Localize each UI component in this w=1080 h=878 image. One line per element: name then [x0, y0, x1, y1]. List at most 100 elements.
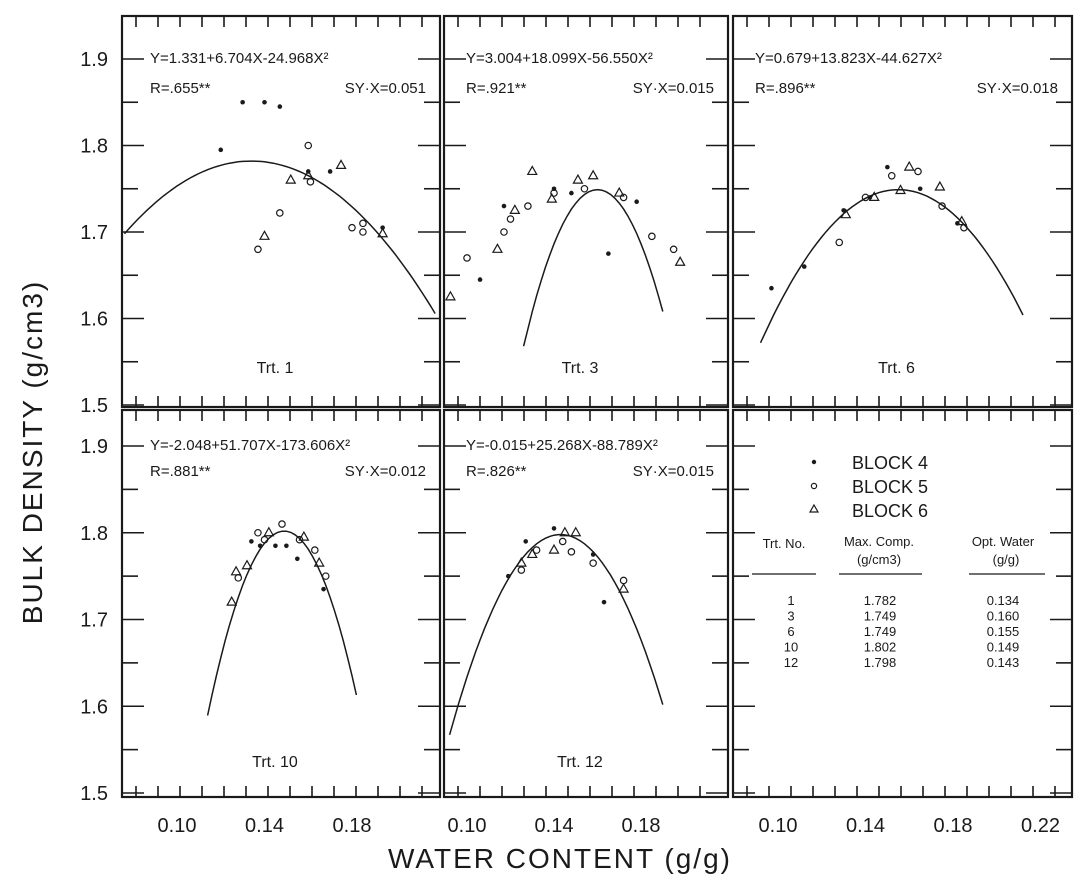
correlation-coefficient: R=.921**: [466, 80, 527, 97]
data-point-block6: [230, 565, 242, 576]
data-point-block5: [648, 232, 656, 241]
data-point-block6: [613, 186, 625, 197]
regression-equation: Y=-0.015+25.268X-88.789X²: [466, 437, 658, 454]
table-cell-optwater: 0.134: [987, 593, 1020, 608]
data-point-block5: [234, 574, 243, 582]
table-cell-trt: 10: [784, 640, 798, 655]
data-point-block6: [302, 169, 314, 180]
x-tick-label: 0.18: [333, 815, 372, 837]
data-point-block6: [226, 595, 238, 606]
panel-6: Y=0.679+13.823X-44.627X² R=.896** SY·X=0.0…: [755, 50, 1058, 377]
table-cell-trt: 12: [784, 655, 798, 670]
table-cell-optwater: 0.155: [987, 624, 1020, 639]
regression-equation: Y=1.331+6.704X-24.968X²: [150, 50, 328, 67]
data-point-block5: [463, 254, 471, 262]
correlation-coefficient: R=.826**: [466, 463, 527, 480]
data-point-block4: [917, 186, 923, 192]
y-axis-title: BULK DENSITY (g/cm3): [17, 280, 48, 624]
data-point-block4: [327, 169, 333, 174]
y-tick-label: 1.9: [80, 436, 108, 458]
data-point-block4: [477, 277, 483, 282]
x-tick-label: 0.10: [759, 815, 798, 837]
data-point-block6: [618, 582, 630, 593]
data-point-block6: [515, 556, 527, 567]
data-point-block5: [254, 245, 262, 254]
data-point-block6: [491, 243, 503, 253]
fitted-curve: [448, 533, 664, 736]
data-point-block4: [284, 543, 289, 549]
standard-error: SY·X=0.018: [977, 80, 1058, 97]
standard-error: SY·X=0.015: [633, 463, 714, 480]
data-point-block5: [589, 559, 597, 567]
table-header-maxcomp: Max. Comp.: [844, 534, 914, 549]
data-point-block6: [444, 290, 456, 301]
panel-label: Trt. 12: [557, 754, 603, 771]
data-point-block5: [835, 238, 844, 247]
data-point-block4: [501, 203, 507, 209]
y-tick-label: 1.6: [80, 696, 108, 718]
data-point-block5: [306, 178, 315, 186]
x-tick-label: 0.18: [934, 815, 973, 837]
data-point-block5: [254, 528, 262, 537]
data-point-block5: [311, 546, 319, 554]
data-point-block4: [277, 104, 283, 109]
data-point-block4: [262, 99, 267, 105]
data-point-block6: [903, 160, 915, 171]
x-tick-label: 0.18: [622, 815, 661, 837]
regression-equation: Y=3.004+18.099X-56.550X²: [466, 50, 653, 67]
x-tick-label: 0.14: [846, 815, 885, 837]
data-point-block6: [840, 208, 852, 219]
y-tick-label: 1.9: [80, 49, 108, 71]
data-point-block4: [885, 164, 890, 170]
correlation-coefficient: R=.881**: [150, 463, 211, 480]
data-point-block5: [619, 193, 628, 202]
legend: BLOCK 4 BLOCK 5 BLOCK 6: [808, 453, 928, 521]
y-tick-label: 1.8: [80, 136, 108, 158]
data-point-block6: [377, 227, 389, 238]
standard-error: SY·X=0.015: [633, 80, 714, 97]
data-point-block5: [558, 537, 567, 546]
regression-equation: Y=0.679+13.823X-44.627X²: [755, 50, 942, 67]
table-cell-optwater: 0.149: [987, 640, 1020, 655]
data-point-block4: [249, 539, 254, 544]
data-point-block6: [548, 543, 560, 554]
data-point-block5: [276, 209, 284, 217]
panel-12: Y=-0.015+25.268X-88.789X² R=.826** SY·X=0.…: [448, 437, 714, 771]
data-point-block5: [506, 215, 515, 223]
data-point-block5: [321, 572, 330, 580]
y-tick-label: 1.6: [80, 309, 108, 331]
data-point-block6: [572, 173, 584, 184]
data-point-block5: [278, 520, 286, 528]
fitted-curve: [123, 160, 436, 314]
table-cell-optwater: 0.160: [987, 609, 1020, 624]
data-point-block5: [861, 193, 870, 202]
data-point-block5: [567, 548, 576, 556]
table-header-optwater: Opt. Water: [972, 534, 1035, 549]
legend-marker-triangle: [808, 503, 820, 513]
x-axis-title: WATER CONTENT (g/g): [388, 843, 732, 874]
data-point-block5: [359, 228, 367, 236]
data-point-block4: [590, 552, 596, 557]
panel-label: Trt. 3: [562, 360, 599, 377]
data-point-block4: [601, 599, 607, 605]
fitted-curve: [522, 188, 664, 347]
data-point-block5: [887, 171, 896, 180]
data-point-block5: [914, 167, 922, 176]
data-point-block6: [313, 556, 325, 567]
data-point-block6: [546, 192, 558, 203]
y-tick-labels: 1.9 1.8 1.7 1.6 1.5 1.9 1.8 1.7 1.6 1.5: [80, 49, 108, 805]
legend-marker-dot: [811, 459, 817, 465]
panel-border: [442, 14, 730, 409]
table-cell-optwater: 0.143: [987, 655, 1020, 670]
data-point-block6: [587, 169, 599, 180]
panel-border: [120, 408, 442, 799]
data-point-block6: [956, 215, 968, 226]
data-point-block6: [526, 165, 538, 176]
x-tick-label: 0.10: [158, 815, 197, 837]
data-point-block5: [619, 576, 628, 585]
data-point-block4: [569, 190, 574, 196]
table-cell-maxcomp: 1.802: [864, 640, 897, 655]
legend-label-block4: BLOCK 4: [852, 453, 928, 473]
x-tick-labels: 0.10 0.14 0.18 0.10 0.14 0.18 0.10 0.14 0.18 0.22: [158, 815, 1060, 837]
data-point-block4: [240, 99, 245, 105]
